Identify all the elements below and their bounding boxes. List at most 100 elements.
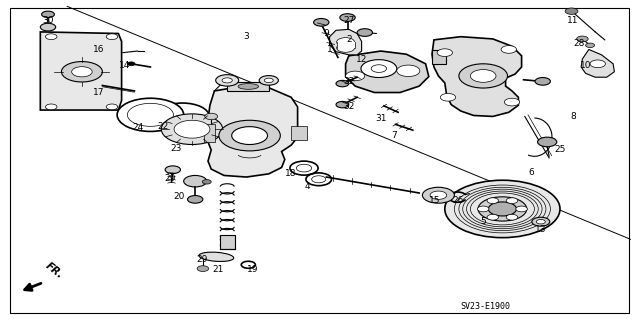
Circle shape	[536, 219, 545, 224]
Circle shape	[222, 78, 232, 83]
Circle shape	[516, 206, 527, 212]
Circle shape	[106, 34, 118, 40]
Text: 6: 6	[529, 168, 534, 177]
Circle shape	[216, 75, 239, 86]
Text: 3: 3	[244, 32, 249, 41]
Circle shape	[422, 187, 454, 203]
Circle shape	[259, 76, 278, 85]
Circle shape	[340, 14, 355, 21]
Circle shape	[488, 202, 516, 216]
Circle shape	[535, 78, 550, 85]
Text: 7: 7	[391, 131, 396, 140]
Circle shape	[586, 43, 595, 48]
Polygon shape	[432, 37, 522, 116]
Text: 12: 12	[356, 55, 367, 63]
Ellipse shape	[199, 252, 234, 262]
Circle shape	[357, 29, 372, 36]
Text: 10: 10	[580, 61, 591, 70]
Circle shape	[506, 214, 518, 220]
Circle shape	[506, 198, 518, 204]
Circle shape	[577, 36, 588, 42]
Circle shape	[117, 98, 184, 131]
Circle shape	[205, 113, 218, 120]
Circle shape	[397, 65, 420, 77]
Text: 18: 18	[285, 169, 297, 178]
Circle shape	[430, 191, 447, 199]
Bar	[337, 42, 355, 48]
Bar	[220, 235, 235, 249]
Text: 9: 9	[324, 29, 329, 38]
Polygon shape	[581, 49, 614, 77]
Text: 15: 15	[429, 197, 441, 205]
Circle shape	[445, 180, 560, 238]
Circle shape	[42, 11, 54, 18]
Circle shape	[336, 101, 349, 108]
Text: 27: 27	[343, 16, 355, 25]
Text: 31: 31	[375, 114, 387, 122]
Circle shape	[440, 93, 456, 101]
Circle shape	[437, 49, 452, 56]
Circle shape	[314, 19, 329, 26]
Text: 25: 25	[554, 145, 566, 154]
Text: 32: 32	[343, 102, 355, 111]
Text: 20: 20	[173, 192, 185, 201]
Circle shape	[232, 127, 268, 145]
Bar	[204, 124, 215, 142]
Circle shape	[72, 67, 92, 77]
Text: 28: 28	[573, 39, 585, 48]
Circle shape	[470, 70, 496, 82]
Text: 29: 29	[196, 256, 207, 264]
Circle shape	[487, 198, 499, 204]
Circle shape	[459, 64, 508, 88]
Circle shape	[165, 166, 180, 174]
Text: SV23-E1900: SV23-E1900	[460, 302, 510, 311]
Circle shape	[202, 180, 211, 184]
Circle shape	[590, 60, 605, 68]
Text: 21: 21	[212, 265, 223, 274]
Circle shape	[174, 120, 210, 138]
Text: 2: 2	[346, 35, 351, 44]
Text: 8: 8	[570, 112, 575, 121]
Text: 32: 32	[343, 77, 355, 86]
Circle shape	[501, 46, 516, 53]
Circle shape	[219, 120, 280, 151]
Text: 16: 16	[93, 45, 105, 54]
Circle shape	[264, 78, 273, 83]
Text: 26: 26	[452, 197, 463, 205]
Circle shape	[188, 196, 203, 203]
Text: 19: 19	[247, 265, 259, 274]
Circle shape	[161, 114, 223, 145]
Circle shape	[106, 104, 118, 110]
Text: 24: 24	[132, 123, 143, 132]
Circle shape	[127, 103, 173, 126]
Circle shape	[40, 23, 56, 31]
Circle shape	[565, 8, 578, 14]
Text: 14: 14	[119, 61, 131, 70]
Circle shape	[61, 62, 102, 82]
Polygon shape	[346, 51, 429, 93]
Text: FR.: FR.	[44, 260, 65, 280]
Bar	[291, 126, 307, 140]
Polygon shape	[330, 29, 362, 55]
Text: 22: 22	[157, 122, 169, 130]
Text: 5: 5	[481, 217, 486, 226]
Circle shape	[337, 43, 355, 52]
Circle shape	[197, 266, 209, 271]
Circle shape	[504, 98, 520, 106]
Text: 17: 17	[93, 88, 105, 97]
Circle shape	[127, 62, 135, 66]
Circle shape	[487, 214, 499, 220]
Text: 4: 4	[305, 182, 310, 191]
Text: 11: 11	[567, 16, 579, 25]
Text: 29: 29	[164, 174, 175, 183]
Bar	[227, 82, 269, 91]
Circle shape	[361, 60, 397, 78]
Text: 30: 30	[42, 16, 54, 25]
Circle shape	[45, 34, 57, 40]
Circle shape	[538, 137, 557, 147]
Circle shape	[45, 104, 57, 110]
Ellipse shape	[238, 84, 259, 89]
Circle shape	[336, 80, 349, 87]
Circle shape	[337, 38, 355, 47]
Text: 23: 23	[170, 144, 182, 153]
